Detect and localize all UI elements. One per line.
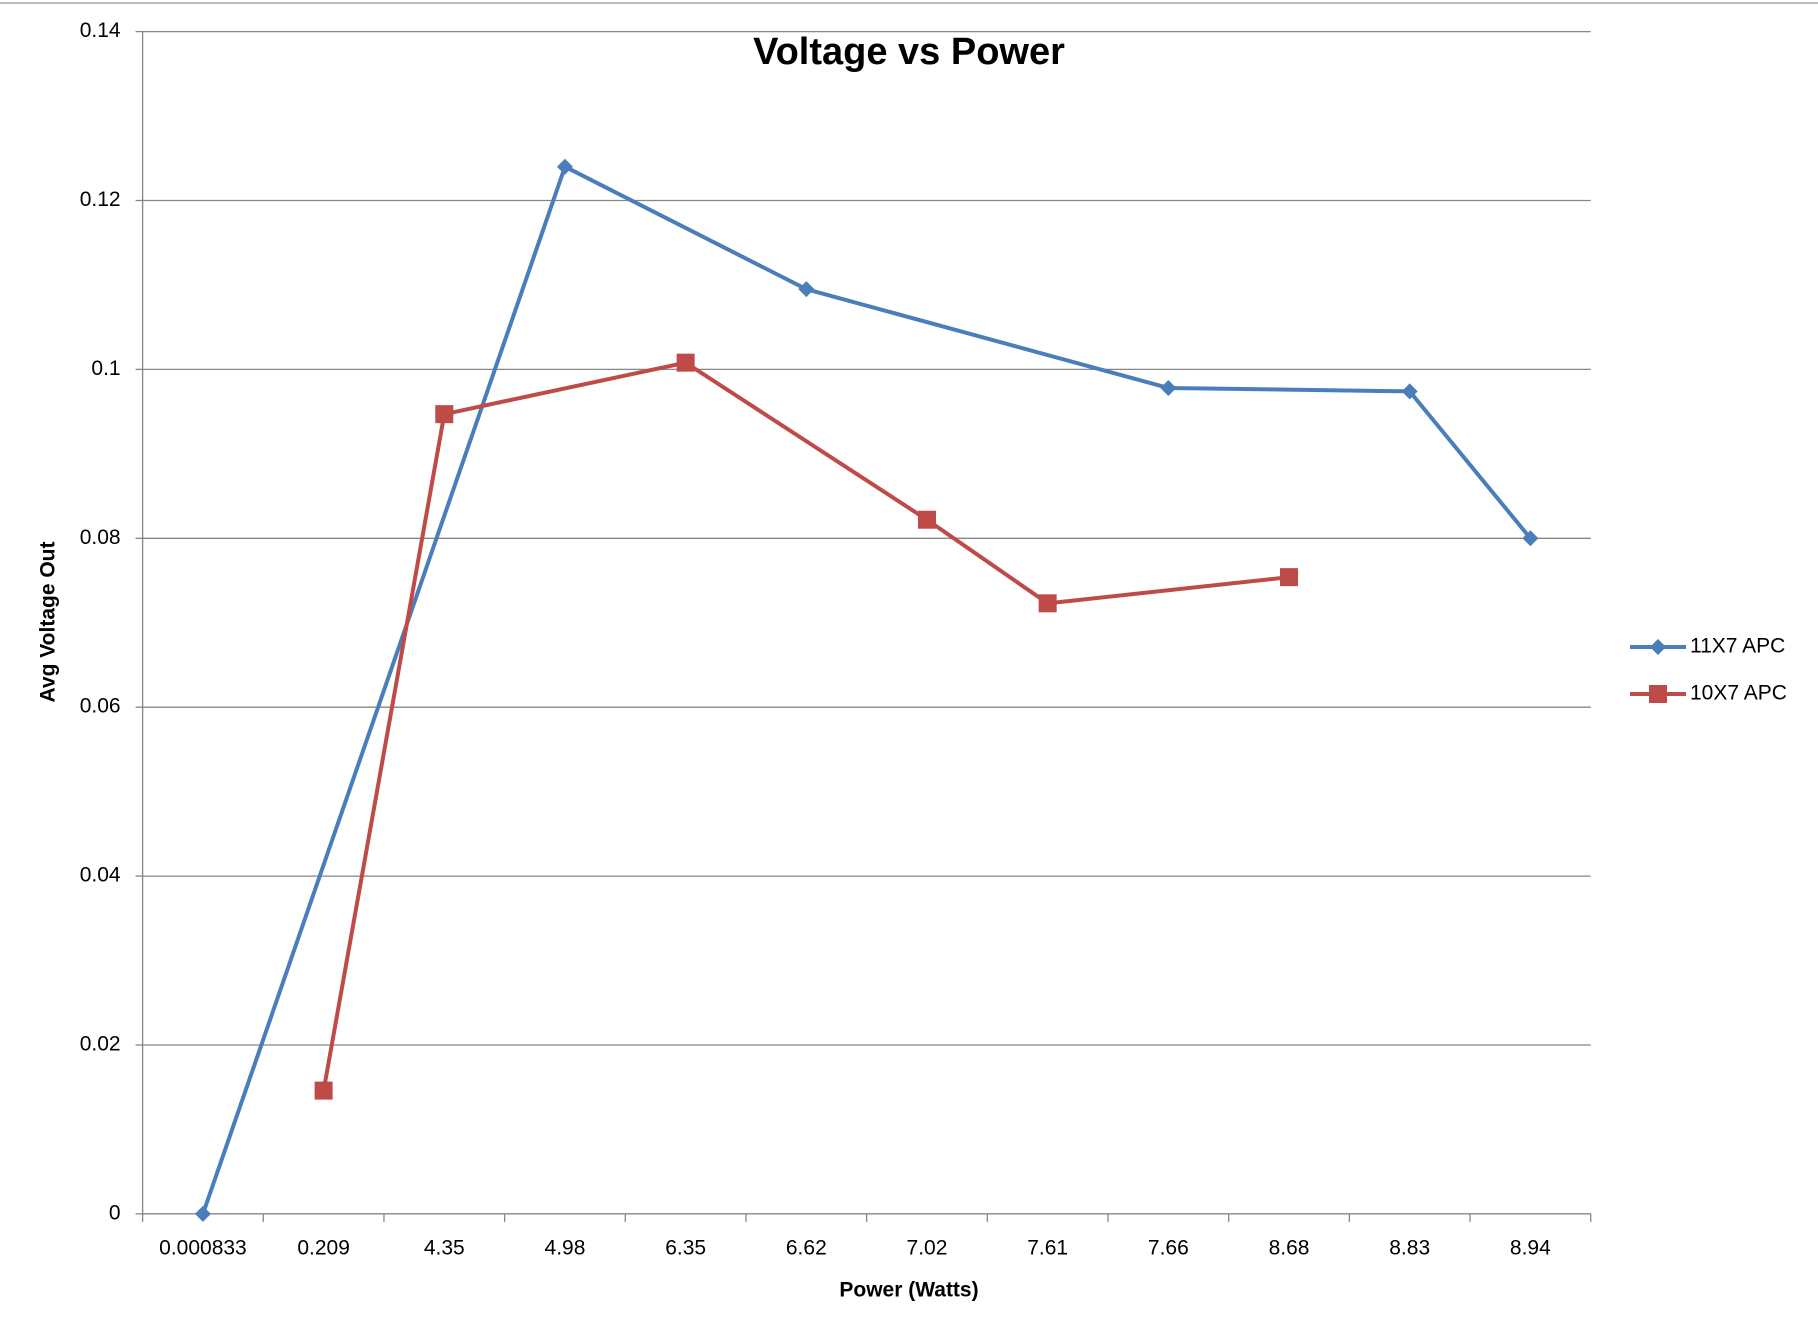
- series-segment: [562, 164, 809, 292]
- x-tick-label: 7.61: [1027, 1236, 1068, 1259]
- y-tick-label: 0.12: [80, 188, 121, 211]
- series-segment: [1407, 389, 1533, 541]
- y-axis-label: Avg Voltage Out: [37, 541, 60, 702]
- x-tick-label: 4.98: [545, 1236, 586, 1259]
- y-tick-label: 0.1: [91, 357, 120, 380]
- x-tick-label: 8.83: [1389, 1236, 1430, 1259]
- legend-marker: [1650, 639, 1666, 655]
- series-segment: [804, 287, 1171, 390]
- series-segment: [200, 164, 567, 1216]
- data-point: [1401, 383, 1418, 400]
- y-tick-label: 0.14: [80, 19, 121, 42]
- data-point: [556, 158, 573, 175]
- x-tick-label: 4.35: [424, 1236, 465, 1259]
- y-tick-label: 0.08: [80, 526, 121, 549]
- legend-label: 10X7 APC: [1690, 682, 1787, 705]
- x-tick-label: 6.35: [665, 1236, 706, 1259]
- data-point: [314, 1081, 333, 1100]
- y-tick-label: 0.06: [80, 695, 121, 718]
- x-tick-label: 8.94: [1510, 1236, 1551, 1259]
- chart-title: Voltage vs Power: [753, 31, 1065, 73]
- x-tick-label: 6.62: [786, 1236, 827, 1259]
- series-segment: [1045, 575, 1292, 606]
- x-tick-label: 0.209: [297, 1236, 350, 1259]
- y-tick-label: 0.04: [80, 864, 121, 887]
- x-axis-label: Power (Watts): [839, 1279, 978, 1302]
- legend-label: 11X7 APC: [1690, 635, 1785, 658]
- data-point: [1038, 594, 1057, 613]
- x-tick-label: 8.68: [1269, 1236, 1310, 1259]
- series-segment: [924, 517, 1050, 606]
- data-point: [1160, 379, 1177, 396]
- legend-marker: [1649, 685, 1667, 703]
- data-point: [676, 353, 695, 372]
- data-point: [194, 1205, 211, 1222]
- data-point: [1522, 530, 1539, 547]
- series-segment: [442, 360, 688, 417]
- x-tick-label: 0.000833: [159, 1236, 247, 1259]
- y-tick-label: 0.02: [80, 1033, 121, 1056]
- data-point: [917, 510, 936, 529]
- series-segment: [1166, 385, 1412, 394]
- y-tick-label: 0: [109, 1201, 121, 1224]
- series-segment: [321, 412, 447, 1093]
- data-point: [1280, 568, 1299, 587]
- series-segment: [683, 360, 929, 522]
- x-tick-label: 7.02: [907, 1236, 948, 1259]
- data-point: [798, 281, 815, 298]
- x-tick-label: 7.66: [1148, 1236, 1189, 1259]
- data-point: [435, 405, 454, 424]
